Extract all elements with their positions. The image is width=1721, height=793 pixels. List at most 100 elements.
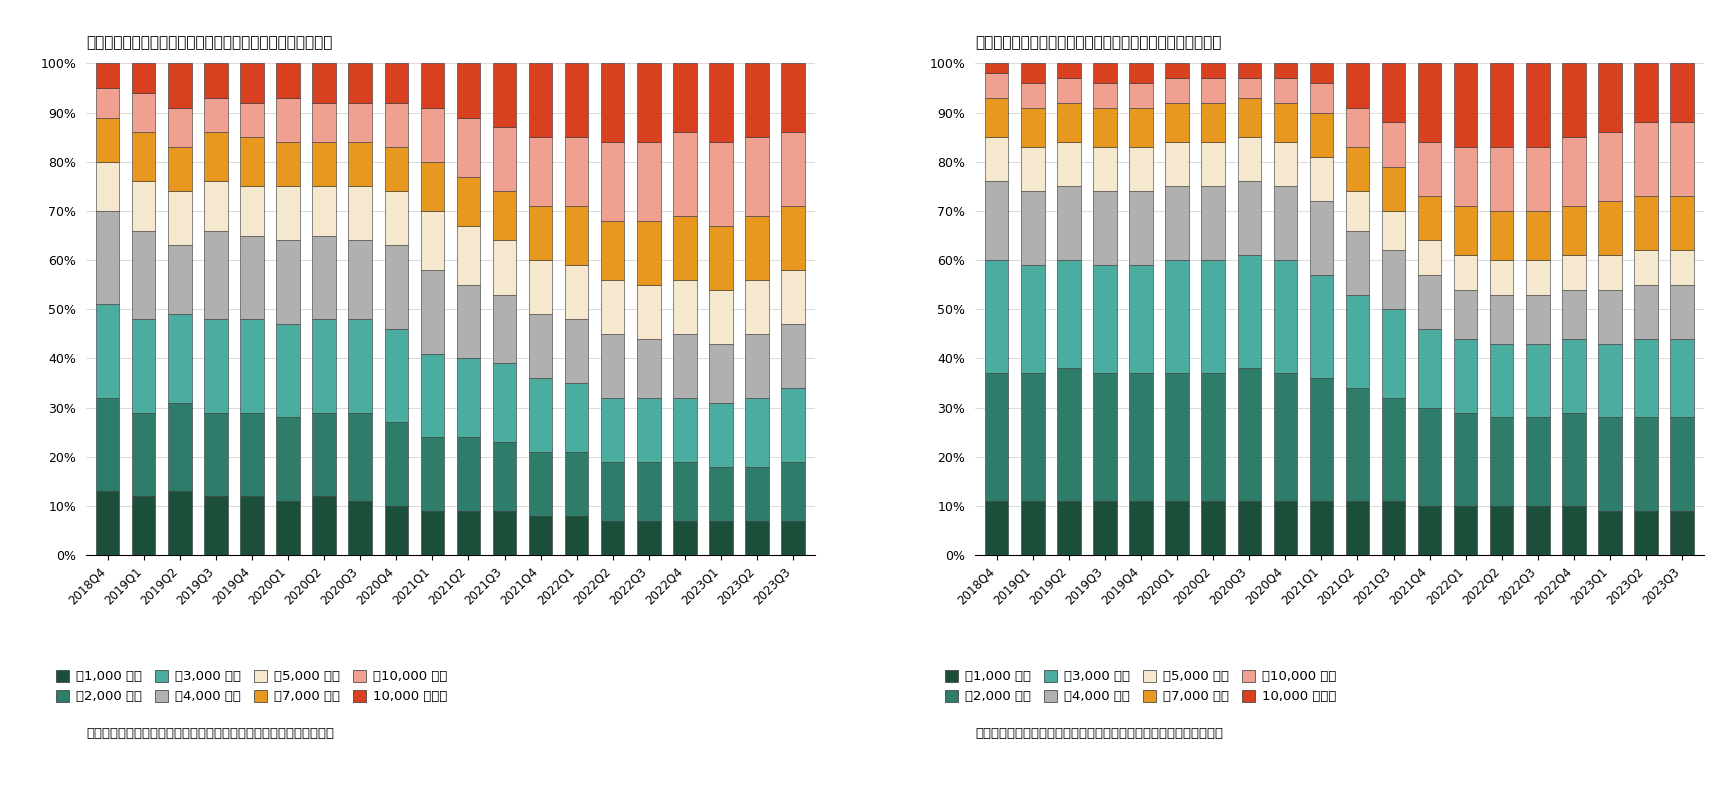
Bar [313,142,336,186]
Bar [709,289,733,343]
Bar [456,358,480,437]
Bar [277,98,299,142]
Bar [1635,122,1657,196]
Bar [1237,255,1261,368]
Bar [96,398,119,491]
Bar [96,63,119,88]
Bar [1599,132,1621,201]
Bar [1454,206,1477,255]
Bar [564,63,589,137]
Bar [384,103,408,147]
Bar [528,260,552,314]
Bar [673,334,697,398]
Bar [205,98,227,132]
Bar [673,462,697,521]
Bar [1346,147,1370,191]
Bar [745,398,769,466]
Bar [1129,191,1153,265]
Bar [1418,408,1442,506]
Bar [781,462,805,521]
Bar [241,103,263,137]
Bar [420,162,444,211]
Bar [984,98,1009,137]
Text: （資料）東日本不動産流通機構の公表からニッセイ基礎研究所が作成: （資料）東日本不動産流通機構の公表からニッセイ基礎研究所が作成 [86,727,334,740]
Bar [1635,511,1657,555]
Bar [205,182,227,231]
Bar [673,280,697,334]
Bar [1527,417,1549,506]
Bar [709,403,733,466]
Bar [1599,343,1621,417]
Bar [492,63,516,128]
Bar [205,412,227,496]
Bar [1165,374,1189,501]
Bar [384,191,408,245]
Bar [601,142,625,220]
Bar [1165,260,1189,374]
Bar [1382,122,1406,167]
Bar [601,398,625,462]
Bar [1274,260,1298,374]
Bar [1418,196,1442,240]
Bar [1237,137,1261,182]
Bar [1454,255,1477,289]
Bar [96,305,119,398]
Bar [384,329,408,423]
Bar [1201,186,1225,260]
Bar [1057,368,1081,501]
Bar [1527,506,1549,555]
Bar [637,285,661,339]
Bar [564,452,589,515]
Bar [348,412,372,501]
Bar [781,206,805,270]
Bar [1274,501,1298,555]
Bar [1346,501,1370,555]
Bar [205,496,227,555]
Bar [1310,378,1334,501]
Bar [528,63,552,137]
Legend: ～1,000 万円, ～2,000 万円, ～3,000 万円, ～4,000 万円, ～5,000 万円, ～7,000 万円, ～10,000 万円, 10: ～1,000 万円, ～2,000 万円, ～3,000 万円, ～4,000 … [945,670,1337,703]
Bar [1274,63,1298,79]
Bar [348,501,372,555]
Bar [456,511,480,555]
Bar [1021,108,1045,147]
Bar [1093,265,1117,374]
Bar [1237,79,1261,98]
Bar [1346,388,1370,501]
Bar [1563,339,1585,412]
Bar [637,63,661,142]
Bar [313,319,336,412]
Bar [1418,506,1442,555]
Bar [564,383,589,452]
Bar [528,137,552,206]
Bar [313,236,336,319]
Bar [1310,83,1334,113]
Bar [1671,285,1693,339]
Bar [1490,63,1513,147]
Bar [1310,201,1334,275]
Bar [1490,294,1513,343]
Bar [205,132,227,182]
Bar [1382,309,1406,398]
Bar [637,398,661,462]
Bar [673,132,697,216]
Bar [1563,289,1585,339]
Bar [781,132,805,206]
Bar [384,423,408,506]
Bar [133,231,155,319]
Bar [1237,368,1261,501]
Bar [1635,251,1657,285]
Bar [1671,251,1693,285]
Bar [1274,79,1298,103]
Bar [984,182,1009,260]
Bar [348,240,372,319]
Bar [1021,63,1045,83]
Bar [456,177,480,226]
Bar [745,63,769,137]
Bar [313,496,336,555]
Bar [384,245,408,329]
Bar [1454,289,1477,339]
Bar [781,388,805,462]
Bar [637,339,661,398]
Bar [781,324,805,388]
